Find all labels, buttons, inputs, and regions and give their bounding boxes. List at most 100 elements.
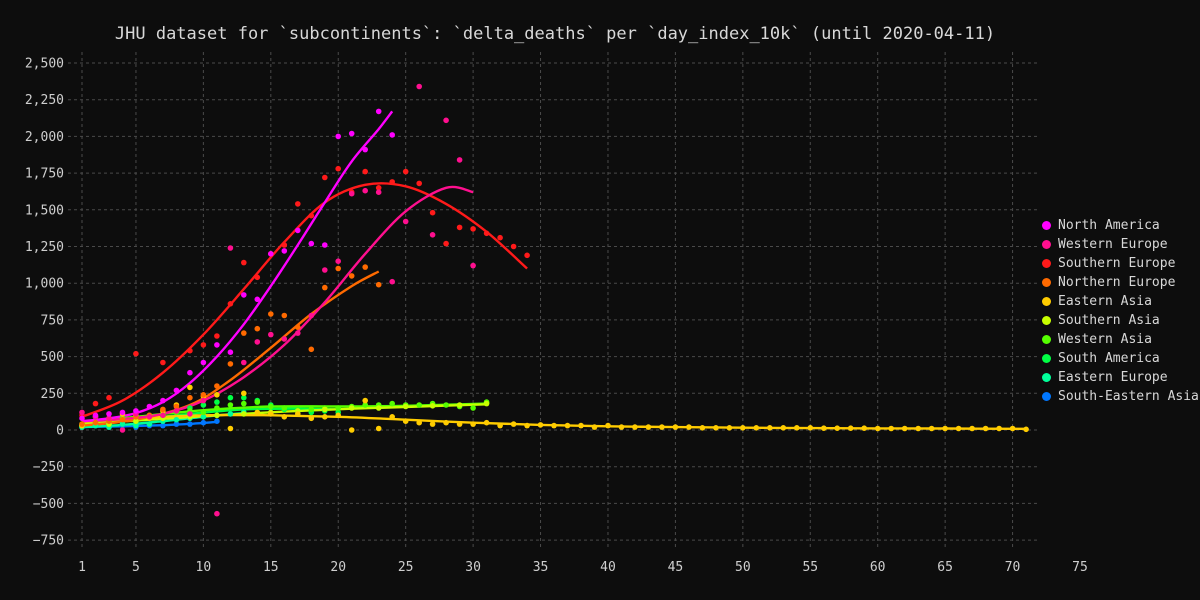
data-point [200, 402, 207, 408]
data-point [375, 281, 382, 288]
legend-label: Eastern Europe [1058, 370, 1168, 385]
data-point [389, 400, 396, 407]
legend-marker [1042, 316, 1051, 325]
data-point [389, 132, 396, 138]
data-point [834, 425, 840, 432]
data-point [429, 403, 436, 409]
data-point [227, 394, 234, 401]
data-point [79, 421, 85, 427]
data-point [632, 424, 638, 430]
data-point [322, 267, 328, 273]
data-point [928, 425, 935, 432]
data-point [497, 422, 503, 429]
data-point [443, 117, 449, 124]
data-point [375, 425, 382, 432]
data-point [254, 325, 261, 332]
y-tick-label: −250 [33, 460, 64, 475]
data-point [173, 416, 180, 423]
data-point [672, 424, 679, 430]
data-point [227, 349, 234, 356]
data-point [119, 409, 126, 416]
data-point [214, 342, 220, 348]
data-point [214, 418, 220, 425]
data-point [119, 427, 126, 433]
data-point [982, 425, 989, 432]
data-point [133, 422, 139, 429]
data-point [659, 424, 665, 430]
data-point [106, 394, 112, 401]
data-point [173, 421, 180, 427]
legend: North America Western Europe Southern Euro… [1042, 216, 1200, 406]
data-point [322, 414, 328, 420]
x-tick-label: 55 [802, 560, 818, 575]
data-point [254, 399, 261, 405]
data-point [402, 168, 409, 175]
x-tick-label: 25 [398, 560, 414, 575]
legend-label: South America [1058, 351, 1160, 366]
y-tick-label: 1,250 [25, 240, 64, 255]
data-point [146, 414, 153, 420]
data-point [295, 201, 301, 207]
data-point [173, 403, 180, 410]
data-point [362, 397, 369, 404]
fit-line [81, 182, 528, 418]
data-point [254, 296, 261, 303]
data-point [591, 424, 598, 430]
data-point [443, 419, 449, 426]
data-point [416, 402, 423, 408]
legend-marker [1042, 354, 1051, 363]
data-point [389, 179, 396, 185]
data-point [551, 422, 557, 429]
data-point [295, 227, 301, 234]
y-tick-label: 1,750 [25, 167, 64, 182]
y-tick-label: 2,000 [25, 130, 64, 145]
data-point [429, 421, 436, 427]
y-tick-label: 250 [41, 387, 64, 402]
data-point [160, 406, 166, 413]
data-point [483, 230, 490, 237]
data-point [241, 330, 247, 336]
data-point [106, 411, 112, 417]
data-point [335, 133, 342, 140]
data-point [524, 252, 530, 259]
legend-label: Southern Europe [1058, 256, 1176, 271]
data-point [564, 422, 571, 429]
legend-label: Northern Europe [1058, 275, 1176, 290]
data-point [200, 359, 207, 366]
data-point [200, 409, 207, 416]
data-point [429, 209, 436, 216]
x-tick-label: 60 [870, 560, 886, 575]
data-point [200, 342, 207, 348]
data-point [753, 425, 760, 431]
data-point [281, 414, 288, 420]
legend-marker [1042, 240, 1051, 249]
data-point [726, 425, 733, 431]
data-point [618, 424, 625, 430]
data-point [402, 403, 409, 410]
data-point [402, 218, 409, 225]
data-point [470, 262, 476, 269]
legend-marker [1042, 335, 1051, 344]
data-point [133, 408, 139, 414]
data-point [254, 274, 261, 281]
data-point [133, 418, 139, 425]
data-point [955, 425, 962, 432]
y-tick-label: −500 [33, 497, 64, 512]
x-axis-ticks: 1 5 10 15 20 25 30 35 40 45 50 55 60 65 70 75 [78, 560, 1088, 575]
legend-item: North America [1042, 216, 1200, 235]
data-point [119, 421, 126, 427]
data-point [767, 425, 773, 431]
data-point [807, 425, 814, 431]
data-point [92, 412, 99, 419]
data-point [187, 347, 193, 354]
data-point [362, 402, 369, 408]
data-point [470, 421, 476, 427]
legend-marker [1042, 392, 1051, 401]
data-point [605, 422, 611, 429]
data-point [200, 419, 207, 426]
legend-item: Northern Europe [1042, 273, 1200, 292]
data-point [308, 212, 315, 219]
y-tick-label: 2,500 [25, 57, 64, 72]
data-point [416, 83, 423, 90]
data-point [510, 243, 517, 250]
